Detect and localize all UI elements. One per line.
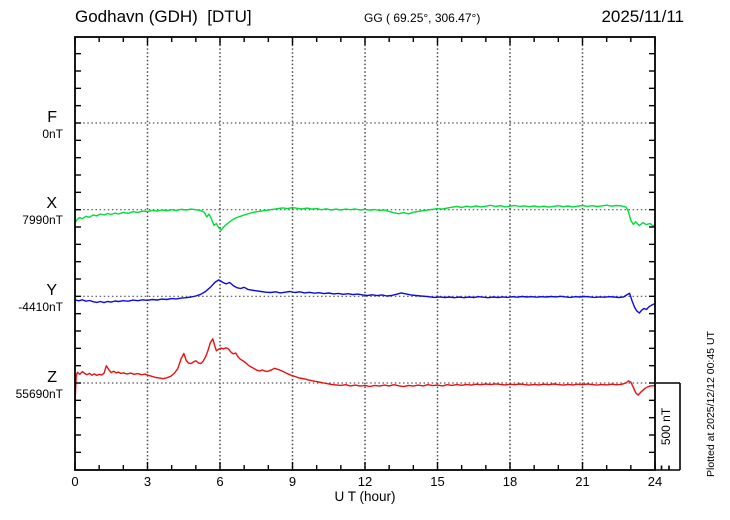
x-tick-label: 12 [358,474,372,489]
gg-coordinates: GG ( 69.25°, 306.47°) [364,11,481,25]
component-labels: F 0nT X 7990nT Y -4410nT Z 55690nT [16,109,64,401]
x-tick-label: 24 [648,474,662,489]
scale-bar [655,382,681,471]
plot-date: 2025/11/11 [601,7,684,26]
component-X-label: X [46,195,57,212]
component-Z-value: 55690nT [16,387,64,401]
component-F-value: 0nT [42,127,63,141]
component-F-label: F [47,109,57,126]
trace-Y [74,279,656,314]
x-tick-label: 0 [71,474,78,489]
component-Z-label: Z [47,369,57,386]
scale-bar-label: 500 nT [659,407,673,445]
x-tick-label: 9 [289,474,296,489]
gridlines [146,37,584,470]
x-tick-label: 6 [216,474,223,489]
data-traces [74,204,656,405]
trace-Z [74,338,656,405]
plotted-at-note: Plotted at 2025/12/12 00:45 UT [705,330,717,477]
x-tick-label: 3 [144,474,151,489]
axis-ticks [74,37,656,470]
plot-header: Godhavn (GDH) [DTU] GG ( 69.25°, 306.47°… [0,0,730,34]
x-tick-label: 15 [430,474,444,489]
component-Y-value: -4410nT [18,300,63,314]
trace-X [74,204,656,231]
x-tick-labels: 0 3 6 9 12 15 18 21 24 [71,474,662,489]
x-axis-title: U T (hour) [334,489,395,504]
component-X-value: 7990nT [22,213,63,227]
x-tick-label: 21 [575,474,589,489]
component-baselines [75,122,655,384]
x-tick-label: 18 [503,474,517,489]
station-title: Godhavn (GDH) [DTU] [75,7,252,26]
component-Y-label: Y [46,282,57,299]
